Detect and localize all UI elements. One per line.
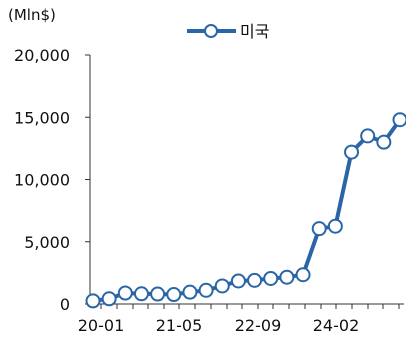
data-point: [182, 284, 198, 300]
data-point: [85, 293, 101, 309]
legend-label: 미국: [240, 22, 269, 41]
series-group: [85, 112, 406, 309]
data-point: [166, 287, 182, 303]
y-tick-label: 10,000: [14, 171, 70, 190]
data-point: [344, 144, 360, 160]
data-point: [392, 112, 406, 128]
data-point: [150, 286, 166, 302]
data-point: [214, 278, 230, 294]
x-axis: 20-01 21-05 22-09 24-02: [78, 303, 404, 335]
data-point: [101, 291, 117, 307]
data-point: [376, 134, 392, 150]
y-tick-label: 15,000: [14, 108, 70, 127]
data-point: [247, 272, 263, 288]
data-point: [117, 285, 133, 301]
data-point: [327, 218, 343, 234]
y-tick-label: 5,000: [24, 233, 70, 252]
data-point: [311, 221, 327, 237]
x-tick-label: 21-05: [156, 316, 203, 335]
data-point: [360, 128, 376, 144]
legend: 미국: [187, 22, 269, 41]
y-tick-label: 20,000: [14, 46, 70, 65]
x-tick-label: 24-02: [313, 316, 360, 335]
data-point: [295, 267, 311, 283]
data-point: [230, 273, 246, 289]
x-tick-label: 20-01: [78, 316, 125, 335]
data-point: [133, 286, 149, 302]
y-tick-label: 0: [60, 295, 70, 314]
x-tick-label: 22-09: [235, 316, 282, 335]
y-axis: 0 5,000 10,000 15,000 20,000: [14, 46, 91, 314]
data-point: [263, 270, 279, 286]
y-unit-label: (Mln$): [8, 6, 56, 24]
legend-point-marker: [204, 24, 218, 38]
data-point: [279, 269, 295, 285]
data-point: [198, 282, 214, 298]
